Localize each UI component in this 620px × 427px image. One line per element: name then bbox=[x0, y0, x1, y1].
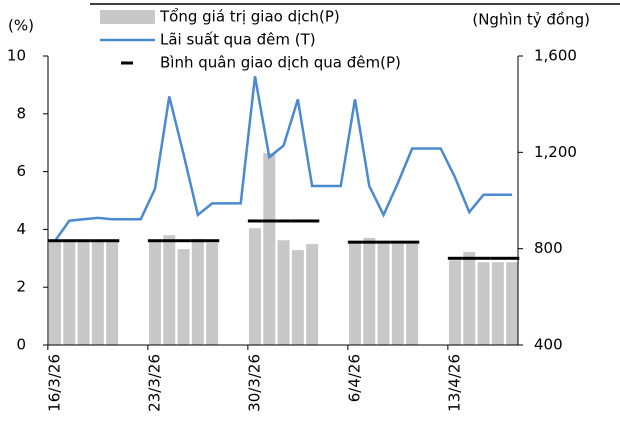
bar bbox=[291, 250, 304, 345]
bar bbox=[263, 153, 276, 345]
y2-tick-label: 400 bbox=[534, 336, 563, 354]
x-tick-label: 30/3/26 bbox=[246, 354, 264, 412]
bar bbox=[91, 241, 104, 345]
legend-label: Tổng giá trị giao dịch(P) bbox=[159, 8, 340, 26]
bar bbox=[63, 241, 76, 345]
line bbox=[53, 76, 513, 242]
x-tick-label: 23/3/26 bbox=[146, 354, 164, 412]
x-tick-label: 16/3/26 bbox=[46, 354, 64, 412]
y-tick-label: 10 bbox=[7, 47, 26, 65]
bar bbox=[106, 240, 119, 345]
bar bbox=[377, 243, 390, 345]
x-tick-label: 13/4/26 bbox=[446, 354, 464, 412]
legend-swatch bbox=[100, 10, 155, 24]
bar bbox=[206, 242, 219, 345]
y-tick-label: 2 bbox=[16, 278, 26, 296]
bar bbox=[391, 243, 404, 345]
legend-label: Bình quân giao dịch qua đêm(P) bbox=[160, 54, 401, 72]
bar bbox=[406, 243, 419, 345]
bar bbox=[491, 262, 504, 345]
y-tick-label: 8 bbox=[16, 104, 26, 122]
legend-label: Lãi suất qua đêm (T) bbox=[160, 31, 316, 49]
bar bbox=[191, 239, 204, 345]
bar bbox=[477, 262, 490, 345]
y-tick-label: 6 bbox=[16, 162, 26, 180]
bar bbox=[463, 252, 476, 345]
y2-tick-label: 800 bbox=[534, 239, 563, 257]
x-tick-label: 6/4/26 bbox=[346, 354, 364, 402]
bar bbox=[249, 228, 261, 345]
y-tick-label: 4 bbox=[16, 220, 26, 238]
bar bbox=[449, 260, 461, 345]
bar bbox=[277, 240, 290, 345]
y2-tick-label: 1,200 bbox=[534, 143, 577, 161]
y2-axis-label: (Nghìn tỷ đồng) bbox=[472, 11, 590, 29]
bar bbox=[49, 241, 61, 345]
y2-tick-label: 1,600 bbox=[534, 47, 577, 65]
bar bbox=[149, 240, 161, 345]
bar bbox=[306, 244, 319, 345]
bar bbox=[177, 249, 190, 345]
bar bbox=[77, 241, 90, 345]
y-tick-label: 0 bbox=[16, 336, 26, 354]
bar bbox=[363, 237, 376, 345]
y-axis-label: (%) bbox=[8, 17, 34, 35]
bar bbox=[349, 242, 361, 345]
bar bbox=[506, 262, 519, 345]
bar bbox=[163, 235, 176, 345]
